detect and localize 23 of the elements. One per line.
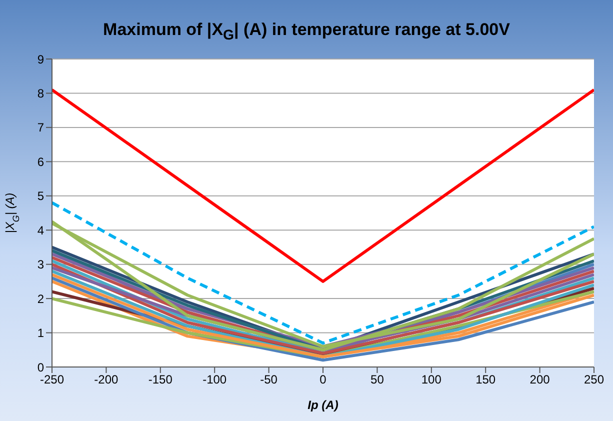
- x-tick-label: 150: [476, 372, 496, 387]
- x-axis-title: Ip (A): [308, 398, 338, 412]
- x-tick-label: -100: [202, 372, 227, 387]
- x-tick-label: 200: [530, 372, 550, 387]
- y-tick-label: 3: [37, 258, 44, 272]
- x-tick-label: 0: [320, 372, 327, 387]
- y-tick-label: 8: [37, 86, 44, 100]
- chart-title: Maximum of |X$_{G}$| (A) in temperature range at 5.00V: [102, 20, 511, 44]
- y-tick-label: 4: [37, 223, 44, 238]
- y-tick-label: 6: [37, 154, 44, 169]
- y-tick-label: 9: [37, 52, 44, 66]
- x-tick-label: 50: [370, 372, 384, 387]
- x-tick-label: -200: [94, 372, 119, 387]
- x-tick-label: -150: [148, 372, 173, 387]
- y-tick-label: 1: [37, 326, 44, 340]
- x-tick-label: -250: [40, 372, 64, 387]
- x-tick-label: 250: [584, 372, 604, 387]
- x-tick-label: -50: [260, 372, 278, 387]
- y-tick-label: 2: [37, 292, 44, 306]
- y-tick-label: 5: [37, 189, 44, 204]
- y-tick-label: 7: [37, 120, 44, 135]
- x-tick-label: 100: [421, 372, 442, 387]
- y-tick-label: 0: [37, 360, 44, 374]
